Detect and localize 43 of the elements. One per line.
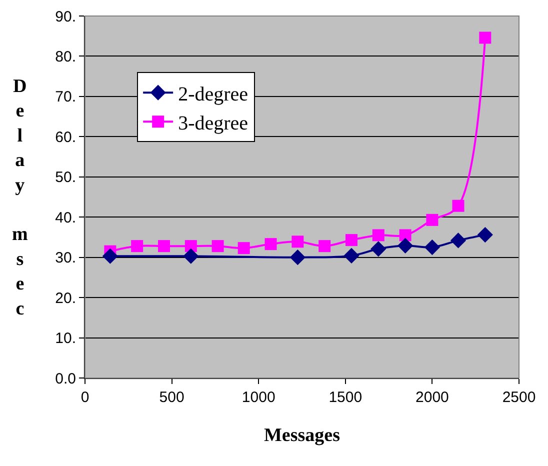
point bbox=[212, 240, 224, 252]
point bbox=[290, 250, 306, 266]
point bbox=[345, 234, 358, 246]
legend-label: 2-degree bbox=[178, 83, 248, 106]
point bbox=[450, 232, 466, 248]
x-tick-label: 2000 bbox=[416, 389, 449, 406]
y-tick-label: 90. bbox=[55, 8, 76, 26]
point bbox=[397, 238, 414, 254]
x-tick-label: 1000 bbox=[242, 389, 276, 406]
y-tick-label: 60. bbox=[55, 128, 76, 146]
y-tick-label: 40. bbox=[55, 209, 76, 226]
x-tick-label: 500 bbox=[159, 389, 184, 406]
legend-label: 3-degree bbox=[178, 112, 248, 134]
point bbox=[184, 240, 197, 252]
y-tick-label: 20. bbox=[55, 290, 76, 307]
y-tick-label: 30. bbox=[55, 250, 76, 267]
point bbox=[452, 200, 464, 212]
point bbox=[344, 248, 360, 264]
x-tick-label: 2500 bbox=[502, 389, 536, 406]
y-tick-label: 10. bbox=[55, 330, 76, 348]
y-tick-label: 50. bbox=[55, 169, 76, 186]
point bbox=[424, 239, 440, 256]
point bbox=[292, 236, 304, 248]
point bbox=[158, 240, 170, 252]
point bbox=[399, 229, 412, 242]
point bbox=[426, 214, 438, 226]
point bbox=[370, 241, 386, 257]
point bbox=[372, 229, 384, 242]
point bbox=[479, 32, 492, 44]
text: Delay msec bbox=[12, 76, 28, 320]
point bbox=[477, 227, 493, 243]
y-tick-label: 0.0 bbox=[55, 370, 76, 388]
y-tick-label: 80. bbox=[55, 48, 76, 66]
y-tick-label: 70. bbox=[55, 88, 76, 106]
point bbox=[318, 240, 331, 252]
point bbox=[102, 248, 118, 264]
point bbox=[264, 238, 277, 250]
point bbox=[183, 248, 199, 264]
point bbox=[238, 242, 250, 254]
x-tick-label: 0 bbox=[80, 389, 90, 406]
point bbox=[131, 240, 144, 252]
x-tick-label: 1500 bbox=[328, 389, 362, 406]
x-axis-title: Messages bbox=[264, 424, 340, 446]
